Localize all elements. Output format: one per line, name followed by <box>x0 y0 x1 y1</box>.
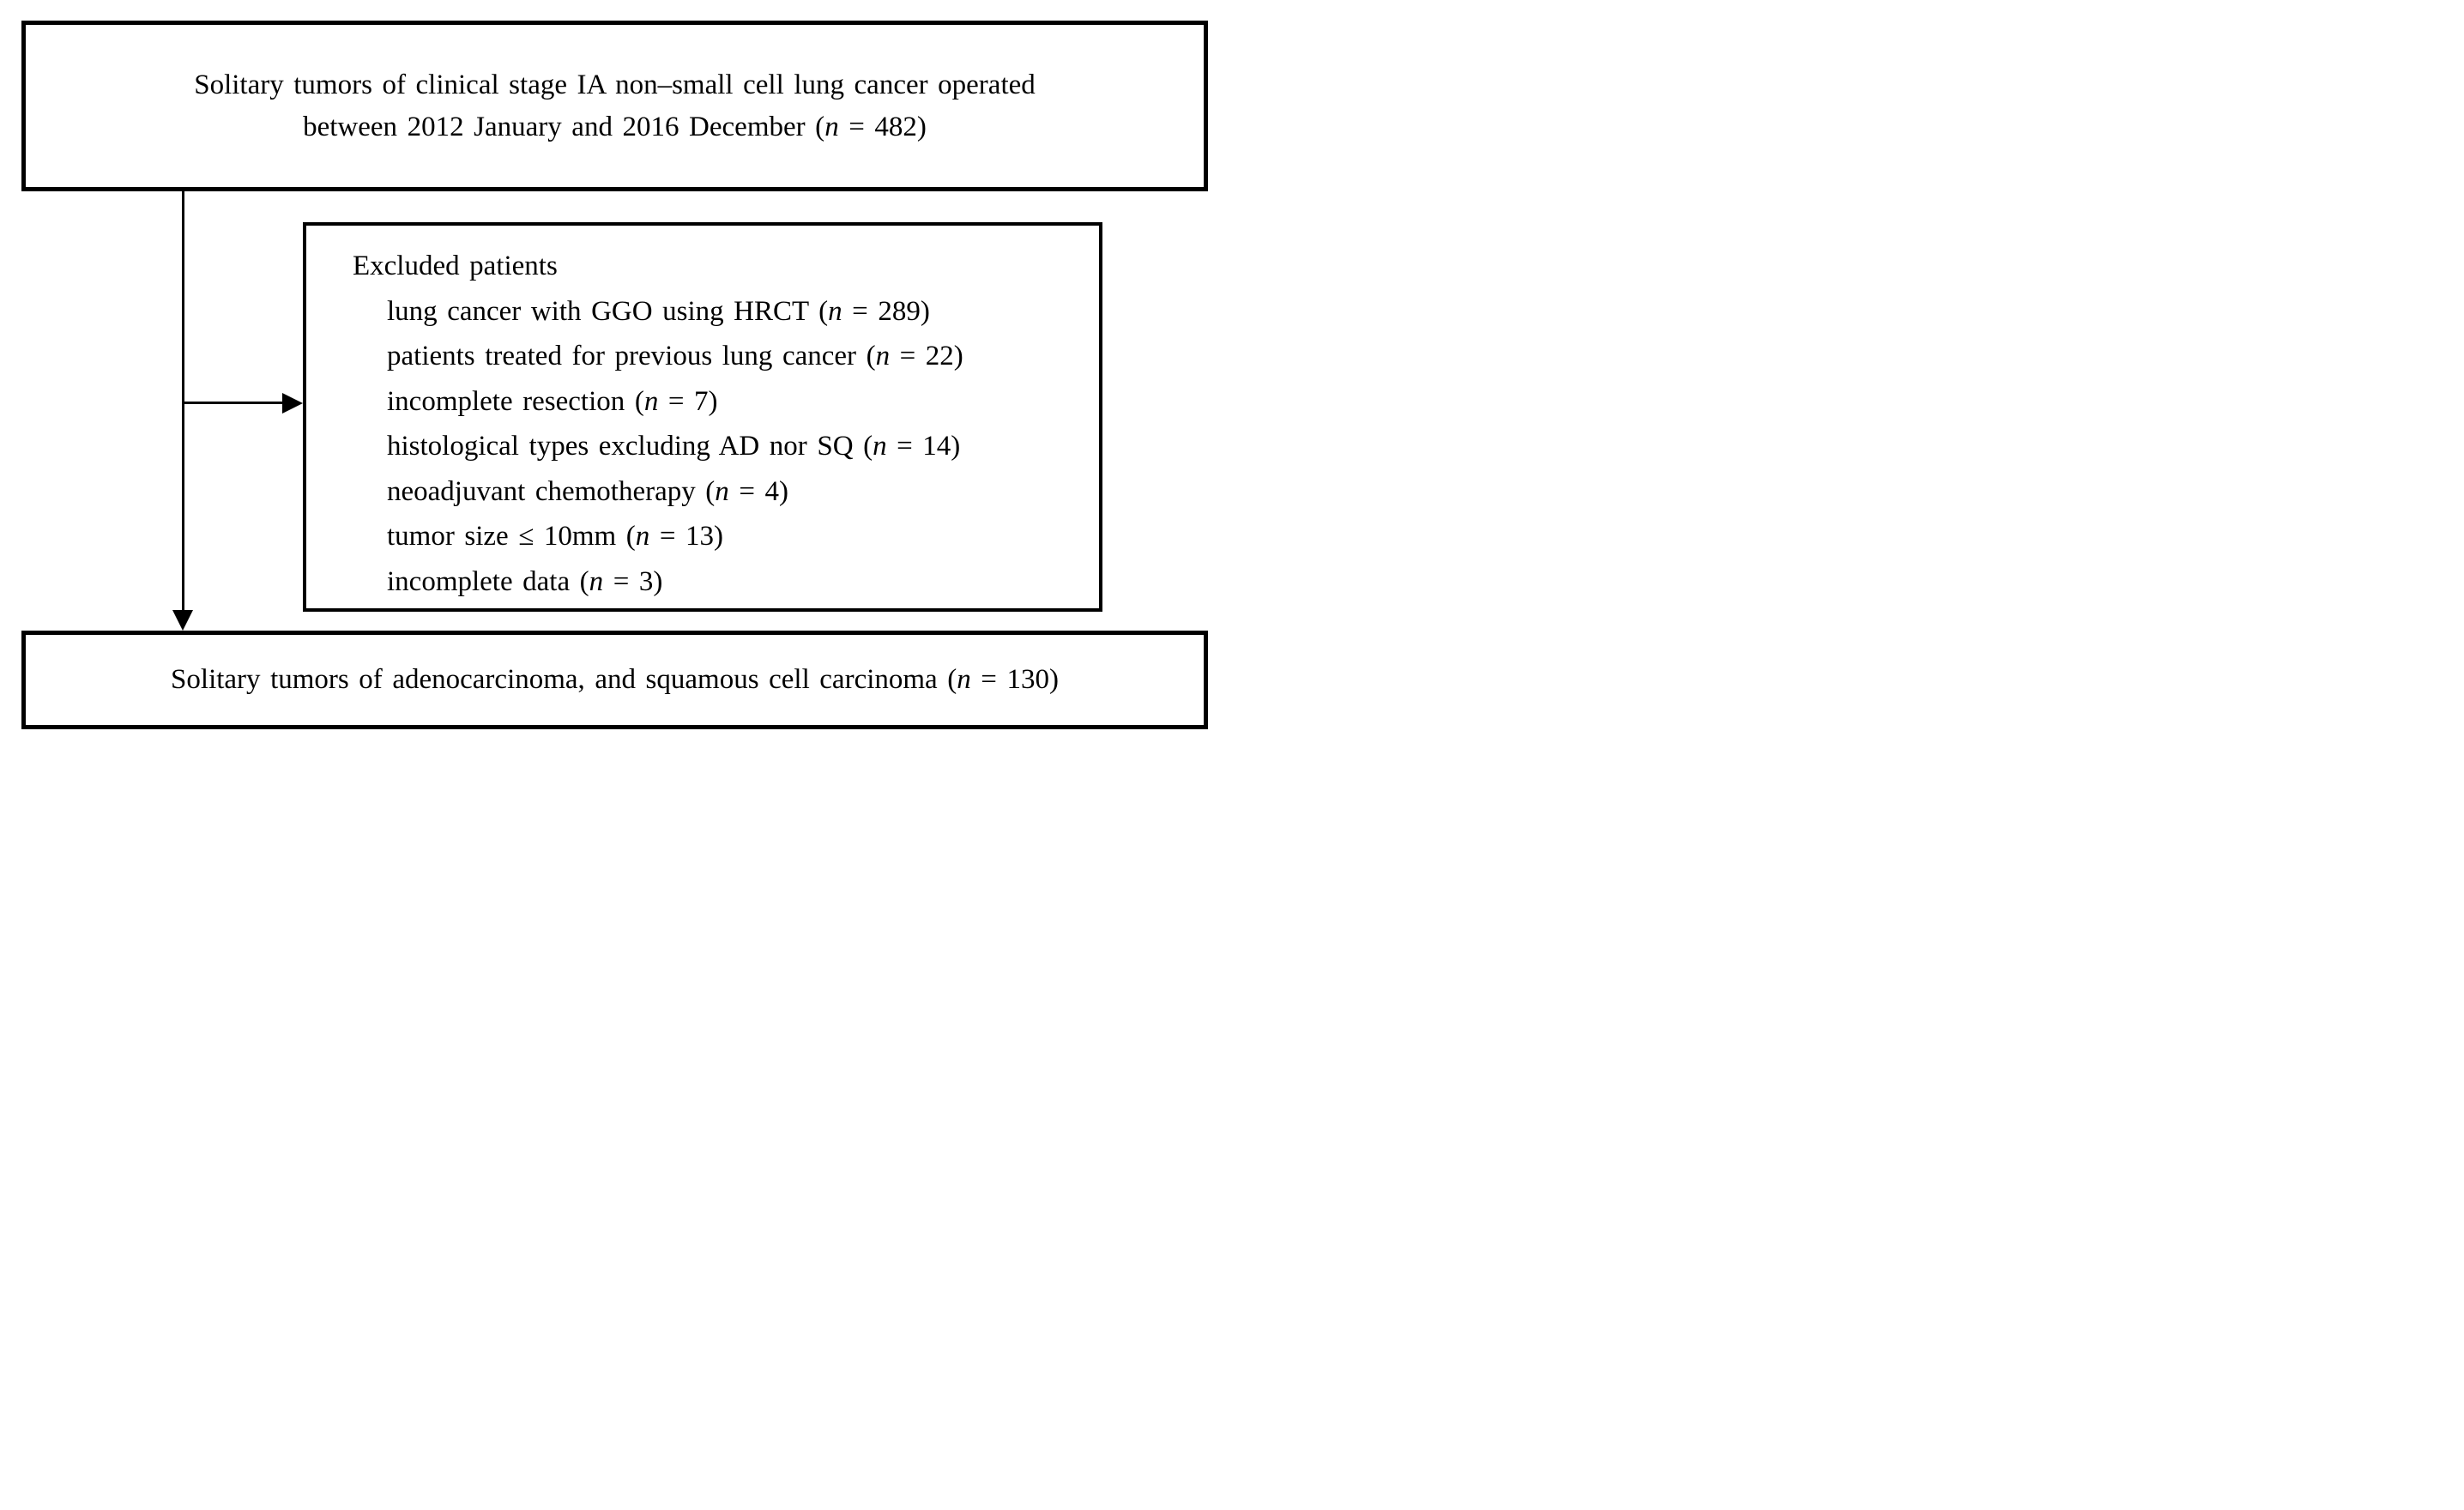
connector-horizontal-line <box>183 402 284 404</box>
excluded-item-incomplete-data: incomplete data (n = 3) <box>387 565 663 597</box>
excluded-item-previous-cancer: patients treated for previous lung cance… <box>387 341 963 371</box>
excluded-item-incomplete-resection: incomplete resection (n = 7) <box>387 385 718 417</box>
excluded-item-ggo: lung cancer with GGO using HRCT (n = 289… <box>387 295 930 327</box>
enrollment-box-line2: between 2012 January and 2016 December (… <box>303 111 927 142</box>
excluded-box: Excluded patients lung cancer with GGO u… <box>303 222 1102 612</box>
final-cohort-text: Solitary tumors of adenocarcinoma, and s… <box>171 664 1059 695</box>
arrow-right-icon <box>282 393 303 414</box>
connector-vertical-line <box>182 191 184 611</box>
excluded-item-histological-types: histological types excluding AD nor SQ (… <box>387 431 961 462</box>
enrollment-box: Solitary tumors of clinical stage IA non… <box>21 21 1208 191</box>
excluded-heading: Excluded patients <box>353 251 558 281</box>
final-cohort-box: Solitary tumors of adenocarcinoma, and s… <box>21 631 1208 729</box>
enrollment-box-line1: Solitary tumors of clinical stage IA non… <box>194 69 1036 100</box>
excluded-item-tumor-size: tumor size ≤ 10mm (n = 13) <box>387 521 723 552</box>
patient-flow-diagram: Solitary tumors of clinical stage IA non… <box>0 0 1232 755</box>
arrow-down-icon <box>172 610 193 631</box>
excluded-item-neoadjuvant-chemo: neoadjuvant chemotherapy (n = 4) <box>387 475 788 507</box>
